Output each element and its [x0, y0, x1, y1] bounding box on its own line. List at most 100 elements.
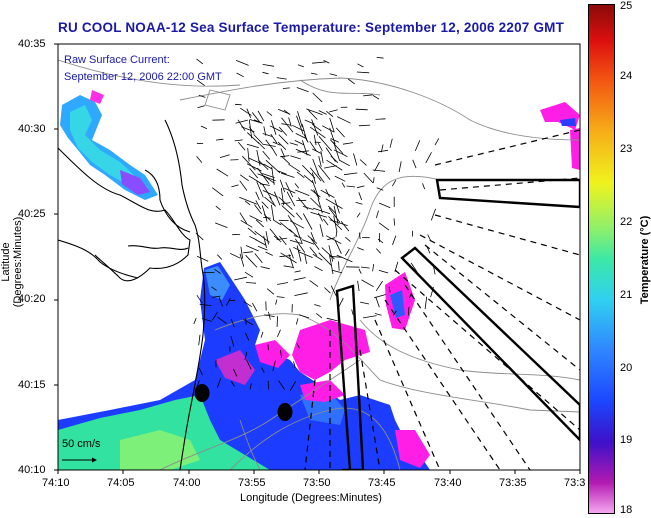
- current-vector: [344, 248, 350, 256]
- current-vector: [252, 302, 258, 312]
- current-vector: [312, 158, 319, 175]
- colorbar-title: Temperature (°C): [639, 215, 651, 305]
- current-vector: [218, 297, 223, 307]
- current-vector: [211, 187, 224, 197]
- current-vector: [219, 154, 230, 158]
- current-vector: [277, 141, 287, 150]
- current-vector: [266, 111, 273, 117]
- current-vector: [311, 119, 319, 136]
- current-vector: [355, 108, 368, 111]
- current-vector: [317, 142, 323, 152]
- current-vector: [347, 78, 355, 85]
- current-vector: [280, 349, 282, 358]
- current-vector: [280, 222, 293, 233]
- radar-radials: [304, 129, 580, 470]
- current-vector: [278, 170, 287, 175]
- current-vector: [374, 313, 382, 316]
- current-vector: [262, 143, 276, 147]
- current-vector: [276, 237, 288, 240]
- current-vector: [324, 287, 331, 294]
- current-vector: [355, 201, 363, 205]
- current-vector: [280, 202, 291, 205]
- current-vector: [295, 133, 308, 140]
- current-vector: [309, 141, 317, 152]
- map-title: RU COOL NOAA-12 Sea Surface Temperature:…: [58, 20, 565, 35]
- current-vector: [268, 311, 271, 320]
- current-vector: [261, 367, 265, 373]
- current-vector: [330, 285, 337, 297]
- current-vector: [329, 109, 338, 113]
- current-vector: [373, 177, 375, 183]
- current-vector: [322, 125, 335, 133]
- current-vector: [309, 247, 318, 257]
- colorbar-tick: 18: [620, 504, 633, 516]
- current-vector: [292, 124, 305, 132]
- current-vector: [374, 161, 380, 172]
- current-vector: [317, 212, 323, 222]
- current-vector: [296, 87, 309, 93]
- current-vector: [357, 185, 365, 189]
- current-vector: [280, 187, 284, 206]
- current-vector: [328, 205, 337, 214]
- current-vector: [216, 378, 222, 388]
- current-vector: [196, 155, 203, 163]
- current-vector: [264, 196, 277, 207]
- current-vector: [260, 266, 270, 270]
- current-vector: [378, 222, 390, 231]
- current-vector: [198, 367, 203, 376]
- current-vector: [329, 219, 348, 226]
- current-vector: [297, 150, 309, 153]
- current-vector: [294, 270, 301, 273]
- current-vector: [357, 280, 360, 291]
- current-vector: [310, 197, 321, 208]
- current-vector: [288, 163, 301, 173]
- current-vector: [231, 184, 239, 188]
- current-vector: [245, 332, 250, 341]
- current-vector: [376, 248, 381, 254]
- current-vector: [422, 183, 426, 190]
- current-vector: [334, 175, 346, 182]
- current-vector: [330, 138, 339, 143]
- current-vector: [254, 253, 263, 264]
- current-vector: [247, 227, 257, 236]
- current-vector: [313, 134, 317, 146]
- current-vector: [195, 232, 204, 241]
- current-vector: [280, 155, 290, 165]
- current-vector: [247, 147, 250, 162]
- xtick-label: 73:3: [564, 477, 586, 489]
- ytick-label: 40:30: [18, 123, 46, 135]
- current-vector: [196, 58, 204, 65]
- current-vector: [398, 161, 402, 173]
- station-marker: [194, 384, 210, 402]
- current-vector: [337, 116, 351, 124]
- current-vector: [196, 294, 203, 304]
- current-vector: [199, 303, 212, 306]
- current-vector: [215, 138, 224, 141]
- current-vector: [244, 271, 254, 278]
- current-vector: [244, 351, 248, 360]
- current-vector: [249, 119, 263, 124]
- current-vector: [255, 219, 264, 228]
- current-vector: [256, 181, 264, 198]
- current-vector: [262, 190, 278, 198]
- current-vector: [246, 359, 252, 370]
- current-vector: [211, 286, 217, 291]
- current-vector: [329, 255, 342, 258]
- current-vector: [358, 192, 363, 201]
- current-vector: [309, 126, 326, 139]
- current-vector: [251, 112, 260, 123]
- current-vector: [193, 318, 197, 325]
- current-vector: [263, 235, 267, 249]
- current-vector: [212, 295, 221, 298]
- current-vector: [277, 329, 281, 338]
- current-vector: [238, 142, 246, 151]
- current-vector: [230, 335, 235, 347]
- current-vector: [262, 71, 269, 75]
- current-vector: [235, 119, 248, 124]
- current-vector: [248, 175, 265, 186]
- current-vector: [363, 315, 377, 319]
- current-vector: [249, 167, 259, 179]
- xtick-label: 74:10: [42, 477, 70, 489]
- current-vector: [243, 301, 253, 308]
- current-vector: [265, 139, 273, 150]
